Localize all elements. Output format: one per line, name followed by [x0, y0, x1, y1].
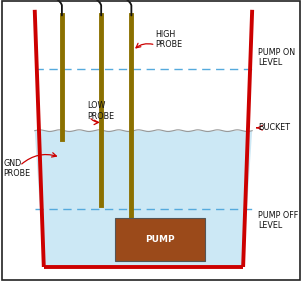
Bar	[115, 218, 205, 261]
Text: BUCKET: BUCKET	[258, 123, 290, 132]
Text: GND
PROBE: GND PROBE	[3, 159, 30, 178]
Text: PUMP OFF
LEVEL: PUMP OFF LEVEL	[258, 211, 298, 230]
Text: PUMP: PUMP	[145, 235, 175, 244]
Text: LOW
PROBE: LOW PROBE	[88, 101, 115, 121]
Text: PUMP ON
LEVEL: PUMP ON LEVEL	[258, 48, 295, 67]
Text: HIGH
PROBE: HIGH PROBE	[156, 30, 183, 49]
Polygon shape	[35, 131, 252, 267]
